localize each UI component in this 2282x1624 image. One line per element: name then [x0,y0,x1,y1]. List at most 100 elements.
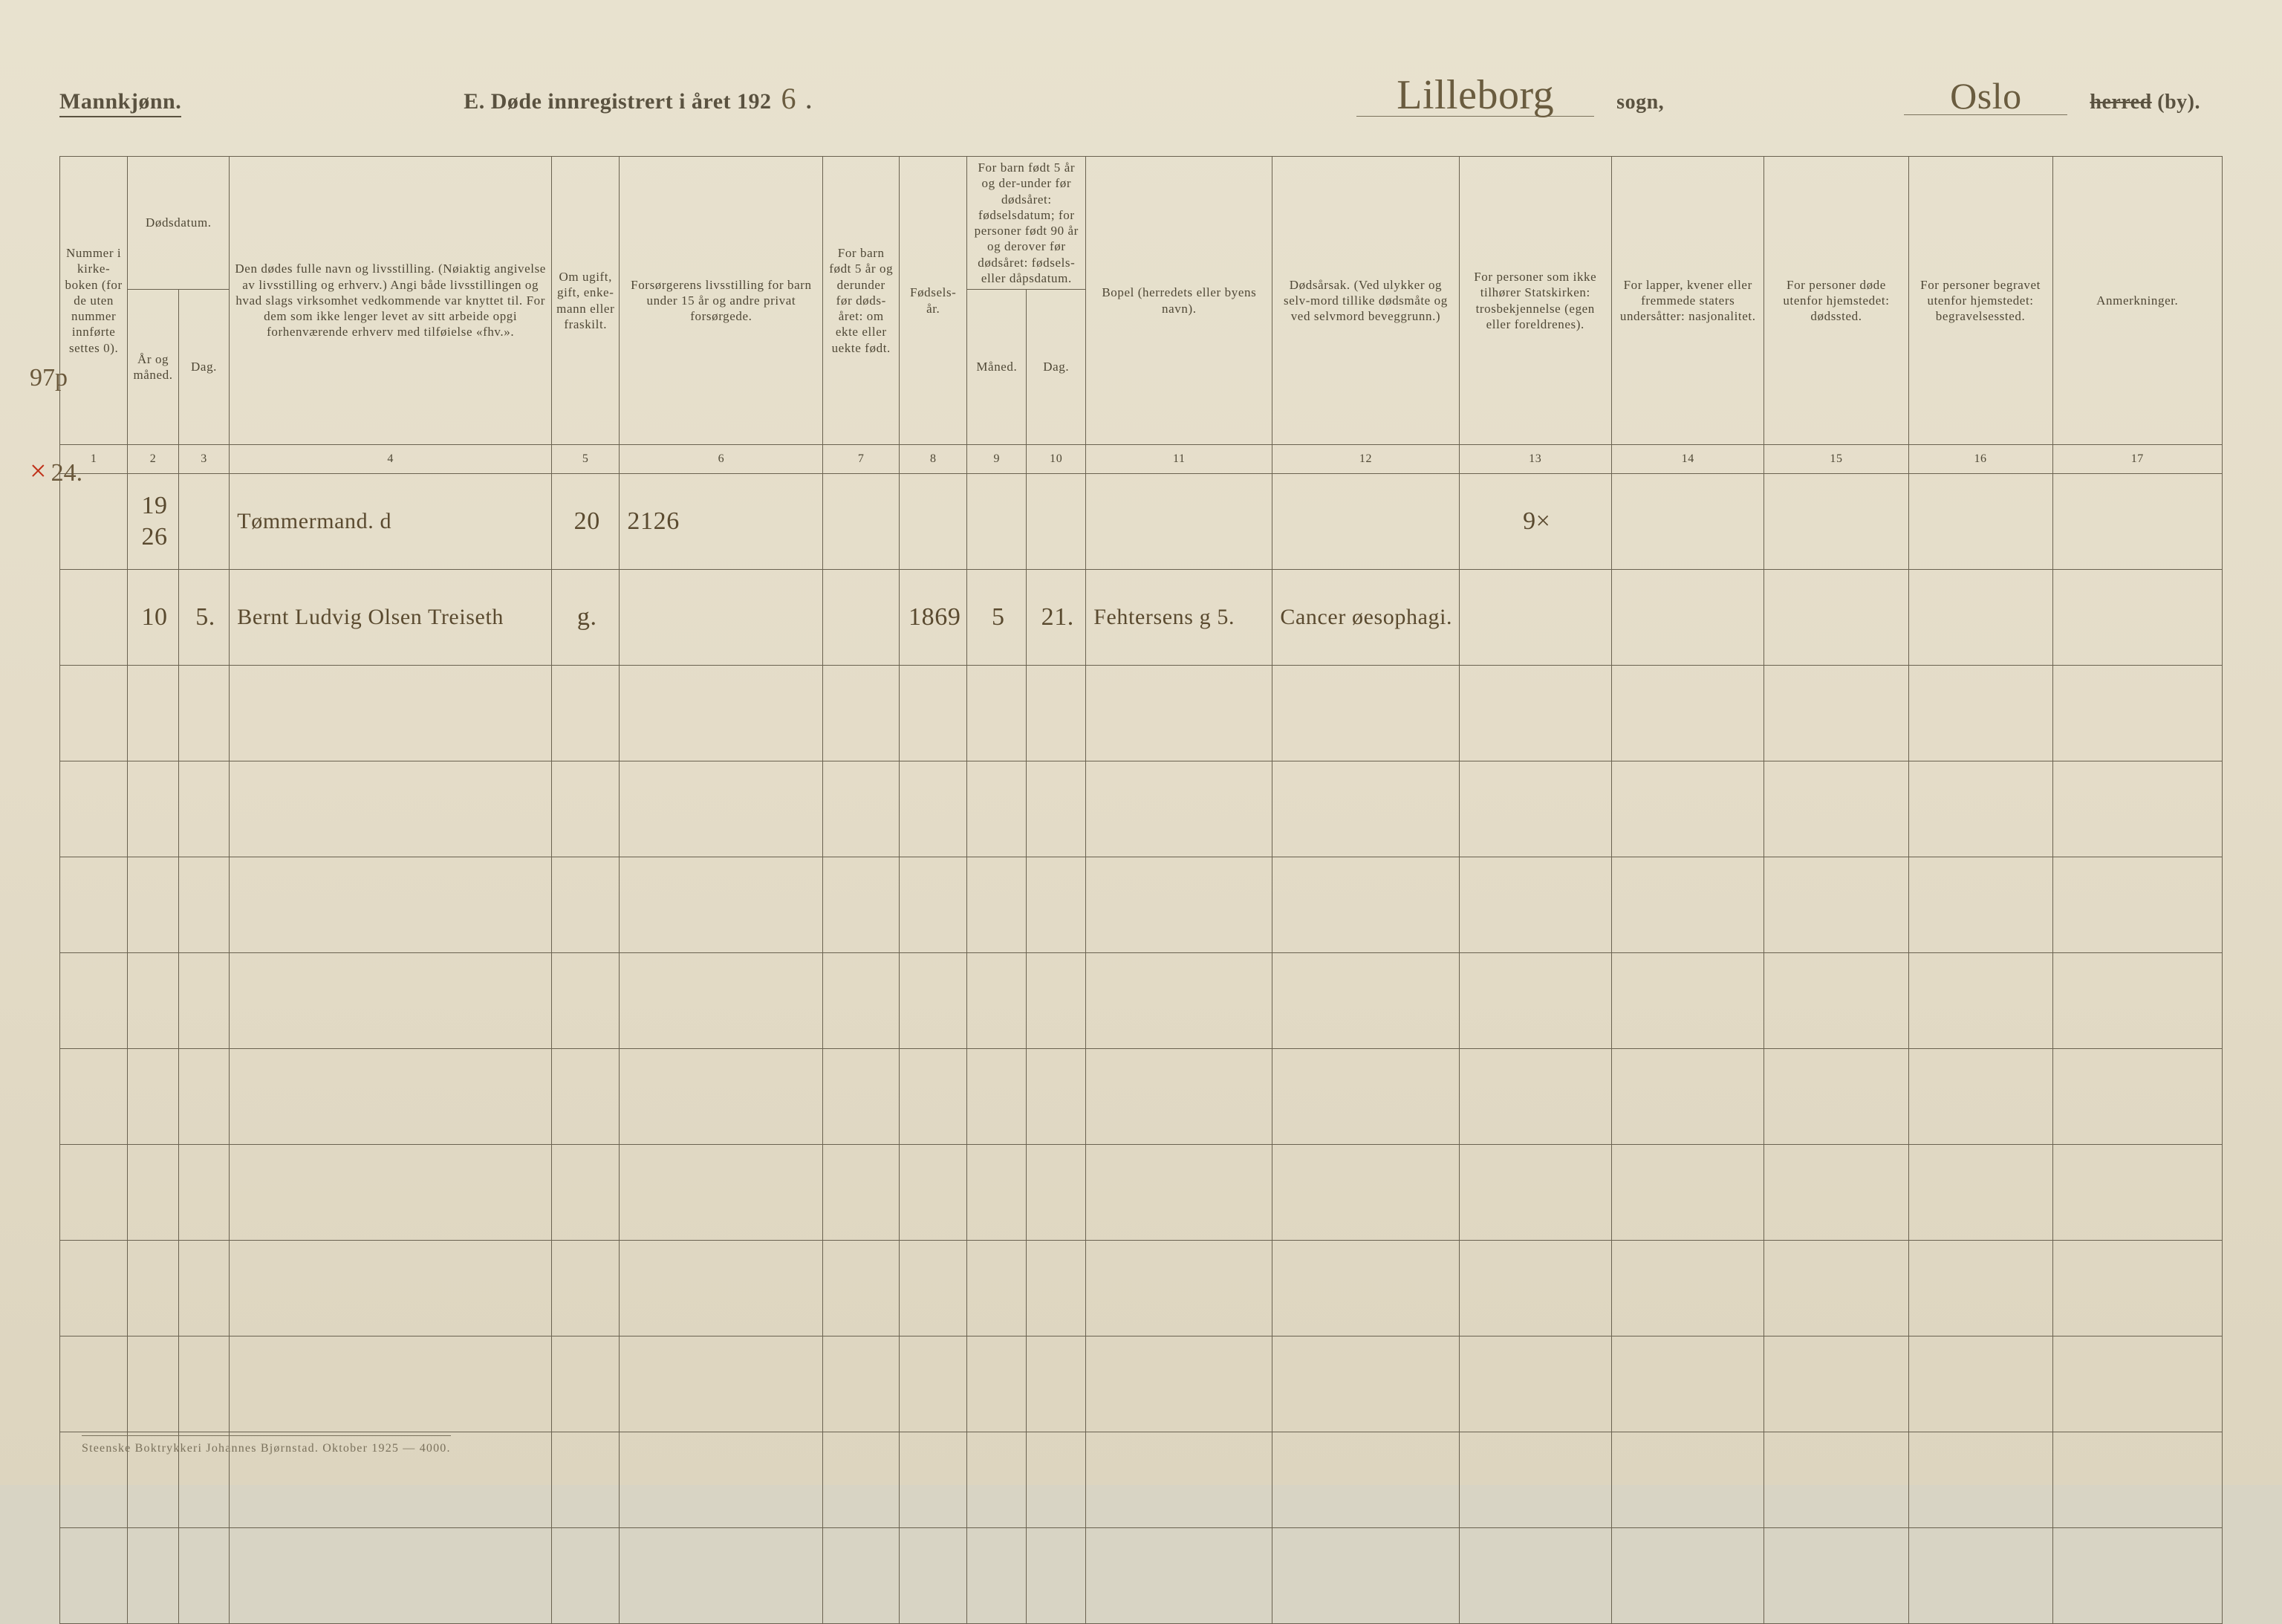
cell-empty [967,1432,1027,1528]
cell-empty [178,666,230,761]
cell-c7 [823,570,900,666]
cell-empty [128,1241,178,1336]
cell-c4: Bernt Ludvig Olsen Treiseth [230,570,552,666]
cell-empty [1272,666,1459,761]
col-5-header: Om ugift, gift, enke-mann eller fraskilt… [552,157,620,445]
cell-empty [1611,1336,1763,1432]
cell-empty [178,1528,230,1624]
cell-c17 [2052,474,2222,570]
cell-empty [900,1336,967,1432]
cell-empty [1027,1336,1086,1432]
colnum-2: 2 [128,445,178,474]
cell-empty [2052,1336,2222,1432]
table-row [60,666,2223,761]
cell-c6: 2126 [620,474,823,570]
cell-empty [230,953,552,1049]
cell-empty [967,761,1027,857]
cell-empty [552,1528,620,1624]
cell-c7 [823,474,900,570]
cell-c14 [1611,570,1763,666]
cell-empty [823,857,900,953]
cell-empty [620,953,823,1049]
cell-empty [900,1145,967,1241]
cell-empty [1764,1241,1908,1336]
cell-empty [1272,953,1459,1049]
cell-empty [620,1241,823,1336]
cell-empty [2052,1528,2222,1624]
col-4-header: Den dødes fulle navn og livsstilling. (N… [230,157,552,445]
cell-empty [1611,857,1763,953]
col-13-header: For personer som ikke tilhører Statskirk… [1459,157,1611,445]
cell-empty [128,761,178,857]
cell-empty [1908,1145,2052,1241]
cell-empty [552,1241,620,1336]
cell-empty [230,1049,552,1145]
row-margin-text: 24. [51,459,83,487]
cell-empty [1764,666,1908,761]
cell-empty [230,1241,552,1336]
cell-empty [900,1528,967,1624]
cell-empty [60,1049,128,1145]
cell-empty [1459,1432,1611,1528]
table-row [60,761,2223,857]
by-handwritten: Oslo [1904,77,2067,115]
cell-c16 [1908,474,2052,570]
cell-empty [128,1528,178,1624]
printer-footer: Steenske Boktrykkeri Johannes Bjørnstad.… [82,1435,451,1455]
cell-empty [1086,1049,1272,1145]
cell-empty [230,1145,552,1241]
col-6-header: Forsørgerens livsstilling for barn under… [620,157,823,445]
ledger-page: Mannkjønn. E. Døde innregistrert i året … [0,0,2282,1485]
table-row [60,953,2223,1049]
cell-empty [1459,1049,1611,1145]
cell-empty [2052,857,2222,953]
column-number-row: 1 2 3 4 5 6 7 8 9 10 11 12 13 14 15 16 1… [60,445,2223,474]
cell-c15 [1764,474,1908,570]
cell-empty [60,1145,128,1241]
colnum-3: 3 [178,445,230,474]
cell-c6 [620,570,823,666]
cell-empty [1086,666,1272,761]
cell-empty [128,857,178,953]
row-margin-annotation: ×24. [30,453,82,488]
cell-empty [1086,1432,1272,1528]
row-margin-annotation: 97p [30,364,68,392]
cell-empty [1027,953,1086,1049]
cell-empty [60,666,128,761]
sogn-handwritten: Lilleborg [1356,74,1594,117]
cell-empty [1086,1241,1272,1336]
cell-empty [823,1241,900,1336]
cell-empty [1908,1528,2052,1624]
cell-empty [1086,857,1272,953]
cell-empty [2052,953,2222,1049]
cell-empty [1027,1049,1086,1145]
table-row [60,1528,2223,1624]
col-2-header: År og måned. [128,290,178,445]
cell-empty [2052,1241,2222,1336]
x-mark-icon: × [30,454,47,487]
cell-empty [1459,1241,1611,1336]
cell-empty [620,1145,823,1241]
cell-empty [1908,1336,2052,1432]
cell-empty [128,1336,178,1432]
colnum-10: 10 [1027,445,1086,474]
colnum-17: 17 [2052,445,2222,474]
cell-empty [1027,666,1086,761]
cell-c14 [1611,474,1763,570]
colnum-11: 11 [1086,445,1272,474]
cell-empty [230,761,552,857]
cell-c2: 10 [128,570,178,666]
cell-empty [1027,1241,1086,1336]
cell-c2: 1926 [128,474,178,570]
cell-c16 [1908,570,2052,666]
cell-empty [1459,761,1611,857]
cell-empty [823,1145,900,1241]
colnum-8: 8 [900,445,967,474]
table-row [60,1336,2223,1432]
cell-empty [60,1241,128,1336]
table-row: 1926Tømmermand. d2021269× [60,474,2223,570]
cell-empty [900,1432,967,1528]
cell-empty [552,666,620,761]
cell-empty [1086,1145,1272,1241]
col-12-header: Dødsårsak. (Ved ulykker og selv-mord til… [1272,157,1459,445]
